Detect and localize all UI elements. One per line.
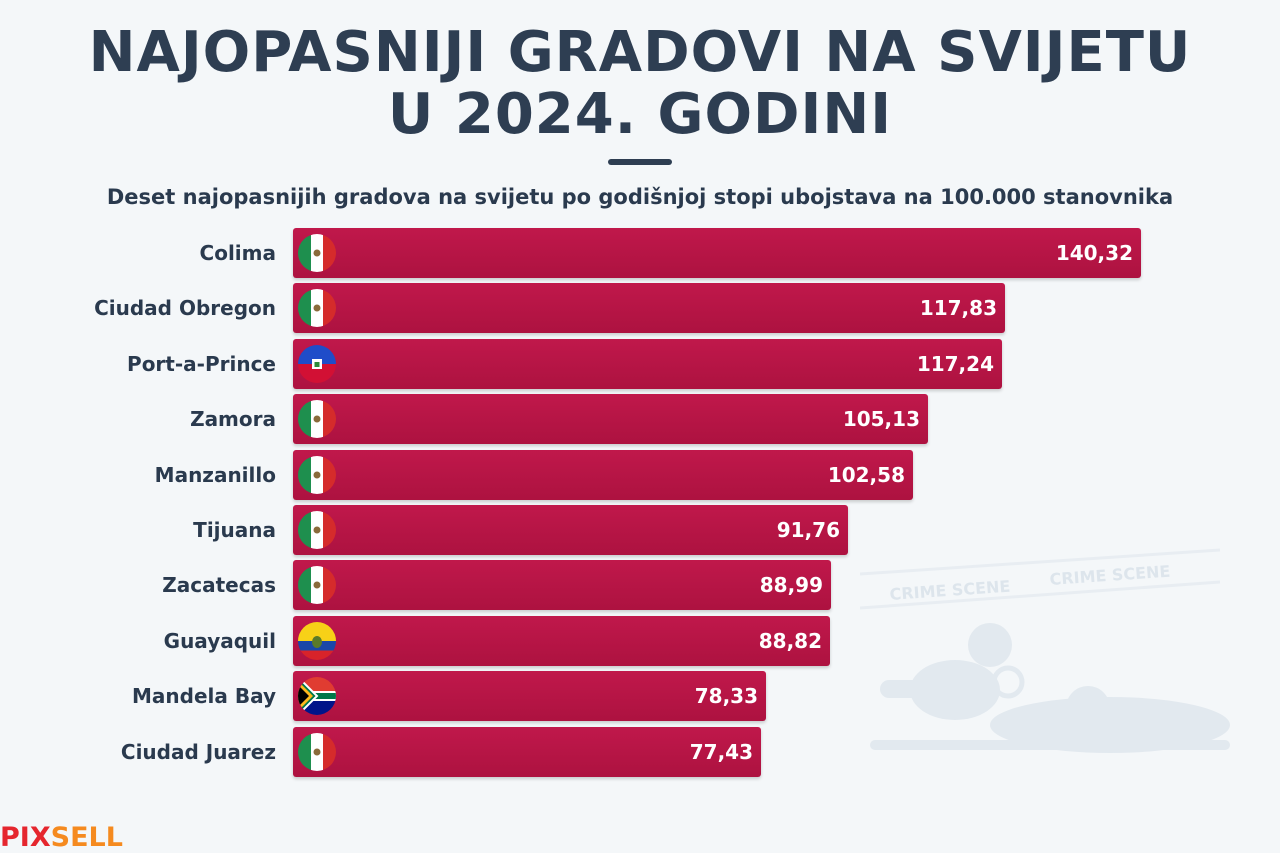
chart-subtitle: Deset najopasnijih gradova na svijetu po… [106,185,1174,209]
bar-row: Manzanillo 102,58 [0,449,1280,501]
bar: 91,76 [293,505,848,555]
bar: 77,43 [293,726,761,777]
category-label: Port-a-Prince [127,351,276,376]
value-label: 91,76 [776,518,840,542]
bar-row: Zamora 105,13 [0,393,1280,445]
bar-row: Tijuana 91,76 [0,504,1280,556]
bar: 105,13 [293,394,928,445]
mexico-flag-icon [298,732,336,771]
mexico-flag-icon [298,455,336,494]
pixsell-logo: PIXSELL [0,822,123,853]
bar: 88,82 [293,615,830,666]
category-label: Tijuana [193,518,276,542]
value-label: 88,99 [759,573,823,598]
ecuador-flag-icon [298,621,336,660]
category-label: Zamora [190,407,276,432]
mexico-flag-icon [298,234,336,272]
bar-row: Zacatecas 88,99 [0,559,1280,611]
category-label: Mandela Bay [132,684,276,709]
category-label: Manzanillo [154,462,276,487]
value-label: 78,33 [694,684,758,709]
bar: 117,83 [293,283,1005,334]
mexico-flag-icon [298,289,336,328]
category-label: Ciudad Juarez [120,739,276,764]
value-label: 140,32 [1055,241,1133,265]
bar: 102,58 [293,449,913,500]
bar-row: Ciudad Obregon 117,83 [0,282,1280,334]
bar: 140,32 [293,228,1141,278]
category-label: Ciudad Obregon [94,296,276,321]
value-label: 77,43 [689,739,753,764]
category-label: Colima [199,241,276,265]
mexico-flag-icon [298,400,336,439]
category-label: Guayaquil [163,628,276,653]
bar: 117,24 [293,338,1002,389]
bar-row: Colima 140,32 [0,227,1280,279]
category-label: Zacatecas [162,573,276,598]
logo-part-2: SELL [50,822,123,853]
bar-row: Port-a-Prince 117,24 [0,338,1280,390]
mexico-flag-icon [298,511,336,549]
bar: 78,33 [293,671,766,722]
mexico-flag-icon [298,566,336,605]
chart-title: NAJOPASNIJI GRADOVI NA SVIJETU U 2024. G… [0,22,1280,146]
bar-row: Ciudad Juarez 77,43 [0,726,1280,778]
bar-row: Guayaquil 88,82 [0,615,1280,667]
crime-scene-watermark: CRIME SCENE CRIME SCENE [860,548,1230,753]
value-label: 102,58 [827,462,905,487]
value-label: 88,82 [758,628,822,653]
value-label: 105,13 [842,407,920,432]
logo-part-1: PIX [0,822,51,853]
title-line-2: U 2024. GODINI [387,82,893,147]
haiti-flag-icon [298,344,336,383]
value-label: 117,83 [919,296,997,321]
title-line-1: NAJOPASNIJI GRADOVI NA SVIJETU [88,20,1192,85]
title-divider [608,159,672,165]
value-label: 117,24 [916,351,994,376]
south-africa-flag-icon [298,677,336,716]
bar-row: Mandela Bay 78,33 [0,670,1280,722]
bar: 88,99 [293,560,831,611]
